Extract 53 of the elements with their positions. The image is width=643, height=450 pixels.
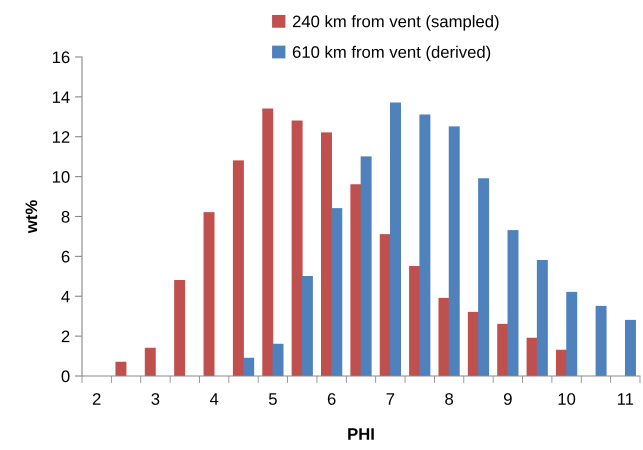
x-tick-label: 4 — [210, 393, 218, 405]
x-tick-label: 3 — [151, 393, 160, 405]
x-tick-label: 6 — [328, 393, 336, 405]
bar — [144, 348, 156, 376]
y-tick-label: 6 — [62, 250, 70, 263]
bar — [566, 292, 578, 376]
bar — [468, 312, 479, 376]
bar — [526, 338, 538, 376]
bar — [624, 320, 636, 376]
x-tick-label: 10 — [558, 393, 576, 405]
bar — [331, 208, 342, 376]
bar — [419, 114, 430, 376]
legend-label: 240 km from vent (sampled) — [292, 15, 499, 31]
legend-label: 610 km from vent (derived) — [292, 46, 490, 62]
x-tick-label: 7 — [386, 393, 394, 405]
y-tick-label: 16 — [52, 51, 70, 64]
bar — [448, 126, 460, 376]
bar — [243, 358, 254, 376]
x-tick-label: 5 — [268, 393, 277, 405]
y-tick-label: 14 — [52, 91, 70, 103]
y-axis-title: wt% — [25, 200, 38, 234]
bar — [596, 306, 607, 376]
y-tick-label: 0 — [62, 370, 70, 382]
bar — [438, 298, 450, 376]
x-axis-title: PHI — [348, 428, 374, 440]
bar — [115, 362, 126, 376]
bar — [292, 120, 303, 376]
y-tick-label: 12 — [52, 131, 70, 143]
bar — [204, 212, 215, 376]
bar — [556, 350, 567, 376]
bar — [360, 156, 372, 376]
bar — [507, 230, 518, 376]
bar — [536, 260, 548, 376]
bar — [174, 280, 186, 376]
bar — [380, 234, 391, 376]
bar — [232, 160, 244, 376]
y-tick-label: 10 — [52, 171, 70, 183]
y-tick-label: 4 — [61, 290, 70, 302]
x-tick-label: 9 — [504, 393, 512, 405]
bar — [478, 178, 490, 376]
bar — [350, 184, 362, 376]
x-tick-label: 8 — [445, 393, 454, 405]
bar — [390, 102, 401, 376]
y-tick-label: 2 — [62, 330, 70, 342]
bar — [272, 344, 284, 376]
bar — [302, 276, 313, 376]
x-tick-label: 11 — [618, 393, 634, 405]
bar — [321, 132, 332, 376]
y-tick-label: 8 — [62, 210, 70, 223]
x-tick-label: 2 — [92, 393, 100, 405]
bar — [262, 108, 274, 376]
bar — [409, 266, 420, 376]
bar — [497, 324, 508, 376]
